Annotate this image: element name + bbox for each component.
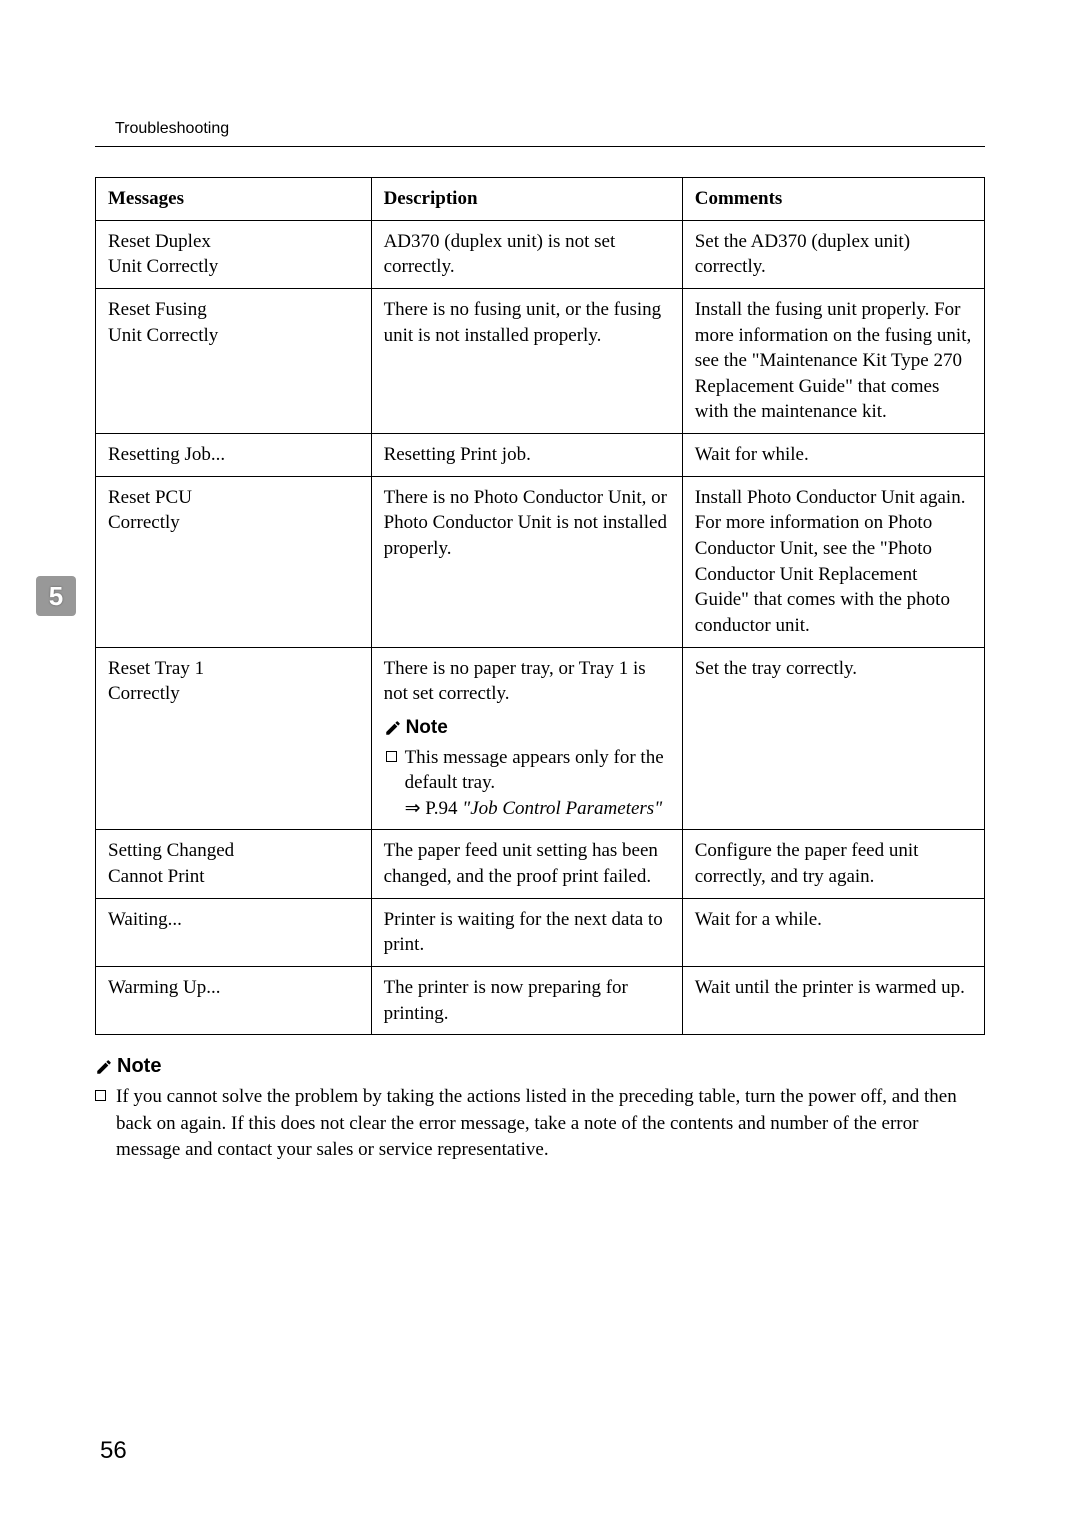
msg-line1: Setting Changed: [108, 838, 359, 864]
cell-message: Reset PCU Correctly: [96, 476, 372, 647]
page-note-heading: Note: [95, 1055, 985, 1078]
cell-message: Resetting Job...: [96, 434, 372, 477]
cell-message: Reset Tray 1 Correctly: [96, 647, 372, 830]
page-note-item: If you cannot solve the problem by takin…: [95, 1084, 985, 1164]
chapter-tab: 5: [36, 576, 76, 616]
table-row: Reset Duplex Unit Correctly AD370 (duple…: [96, 220, 985, 288]
bullet-icon: [386, 751, 397, 762]
pencil-icon: [384, 715, 402, 741]
cell-message: Warming Up...: [96, 967, 372, 1035]
msg-line2: Unit Correctly: [108, 254, 359, 280]
col-messages: Messages: [96, 178, 372, 221]
msg-line1: Reset PCU: [108, 485, 359, 511]
col-description: Description: [371, 178, 682, 221]
note-item: This message appears only for the defaul…: [384, 745, 670, 822]
msg-line1: Reset Fusing: [108, 297, 359, 323]
msg-line2: Correctly: [108, 510, 359, 536]
note-text-c: "Job Control Parameters": [462, 798, 662, 819]
troubleshooting-table: Messages Description Comments Reset Dupl…: [95, 177, 985, 1035]
cell-comments: Wait for while.: [682, 434, 984, 477]
table-row: Reset Tray 1 Correctly There is no paper…: [96, 647, 985, 830]
note-text-a: This message appears only for the defaul…: [405, 747, 664, 794]
note-heading: Note: [384, 715, 670, 741]
cell-message: Waiting...: [96, 898, 372, 966]
note-text-b: ⇒ P.94: [405, 798, 463, 819]
cell-description: The paper feed unit setting has been cha…: [371, 830, 682, 898]
bullet-icon: [95, 1090, 106, 1101]
cell-description: There is no paper tray, or Tray 1 is not…: [371, 647, 682, 830]
msg-line2: Correctly: [108, 681, 359, 707]
cell-description: Printer is waiting for the next data to …: [371, 898, 682, 966]
cell-comments: Set the AD370 (duplex unit) correctly.: [682, 220, 984, 288]
cell-description: Resetting Print job.: [371, 434, 682, 477]
msg-line2: Unit Correctly: [108, 323, 359, 349]
cell-message: Reset Duplex Unit Correctly: [96, 220, 372, 288]
cell-description: The printer is now preparing for printin…: [371, 967, 682, 1035]
table-row: Reset PCU Correctly There is no Photo Co…: [96, 476, 985, 647]
col-comments: Comments: [682, 178, 984, 221]
cell-message: Setting Changed Cannot Print: [96, 830, 372, 898]
inline-note: Note This message appears only for the d…: [384, 715, 670, 822]
table-row: Waiting... Printer is waiting for the ne…: [96, 898, 985, 966]
header-divider: [95, 146, 985, 147]
cell-description: AD370 (duplex unit) is not set correctly…: [371, 220, 682, 288]
cell-comments: Install the fusing unit properly. For mo…: [682, 288, 984, 433]
msg-line1: Reset Tray 1: [108, 656, 359, 682]
cell-comments: Set the tray correctly.: [682, 647, 984, 830]
table-row: Setting Changed Cannot Print The paper f…: [96, 830, 985, 898]
cell-message: Reset Fusing Unit Correctly: [96, 288, 372, 433]
pencil-icon: [95, 1055, 113, 1078]
section-header: Troubleshooting: [95, 120, 985, 138]
cell-comments: Wait for a while.: [682, 898, 984, 966]
note-body: This message appears only for the defaul…: [405, 745, 670, 822]
page-note-label: Note: [117, 1055, 161, 1078]
table-row: Warming Up... The printer is now prepari…: [96, 967, 985, 1035]
page-number: 56: [100, 1437, 127, 1465]
page-note: Note If you cannot solve the problem by …: [95, 1055, 985, 1164]
note-label: Note: [406, 715, 448, 741]
page-note-text: If you cannot solve the problem by takin…: [116, 1084, 985, 1164]
msg-line2: Cannot Print: [108, 864, 359, 890]
cell-description: There is no Photo Conductor Unit, or Pho…: [371, 476, 682, 647]
cell-description: There is no fusing unit, or the fusing u…: [371, 288, 682, 433]
cell-comments: Install Photo Conductor Unit again. For …: [682, 476, 984, 647]
table-row: Reset Fusing Unit Correctly There is no …: [96, 288, 985, 433]
desc-text: There is no paper tray, or Tray 1 is not…: [384, 656, 670, 707]
table-row: Resetting Job... Resetting Print job. Wa…: [96, 434, 985, 477]
cell-comments: Configure the paper feed unit correctly,…: [682, 830, 984, 898]
msg-line1: Reset Duplex: [108, 229, 359, 255]
table-header-row: Messages Description Comments: [96, 178, 985, 221]
cell-comments: Wait until the printer is warmed up.: [682, 967, 984, 1035]
